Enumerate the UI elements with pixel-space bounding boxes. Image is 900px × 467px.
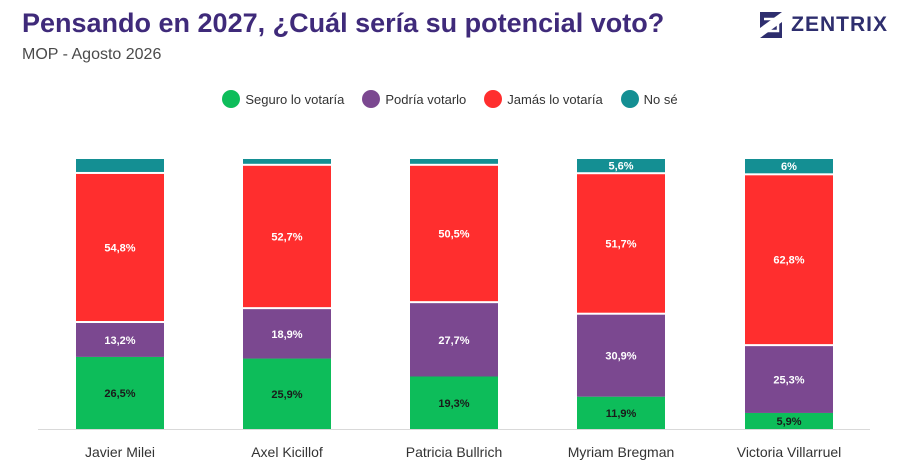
data-label-2-0: 54,8%	[104, 242, 135, 254]
data-label-0-4: 5,9%	[776, 416, 801, 428]
brand-name: ZENTRIX	[791, 13, 888, 36]
bar-segment-0-4	[745, 412, 833, 429]
legend-label-podria: Podría votarlo	[385, 91, 467, 107]
data-label-2-4: 62,8%	[773, 255, 804, 267]
data-label-2-2: 50,5%	[438, 228, 469, 240]
data-label-0-0: 26,5%	[104, 388, 135, 400]
bar-segment-2-3	[577, 174, 665, 313]
data-label-1-3: 30,9%	[605, 351, 636, 363]
bar-segment-2-2	[410, 165, 498, 302]
data-label-2-1: 52,7%	[271, 231, 302, 243]
legend-swatch-jamas	[484, 90, 503, 108]
bar-segment-0-1	[243, 358, 331, 429]
category-label-2: Patricia Bullrich	[406, 444, 502, 460]
data-label-3-4: 6%	[781, 161, 797, 173]
bar-segment-2-4	[745, 175, 833, 345]
bar-segment-3-3	[577, 159, 665, 173]
legend-label-seguro: Seguro lo votaría	[245, 91, 345, 107]
bar-segment-0-3	[577, 396, 665, 429]
bar-segment-1-0	[76, 323, 164, 357]
legend-item-podria: Podría votarlo	[362, 90, 466, 108]
legend-item-jamas: Jamás lo votaría	[484, 90, 603, 108]
data-label-1-0: 13,2%	[104, 335, 135, 347]
legend-swatch-podria	[362, 90, 381, 108]
bar-segment-0-0	[76, 356, 164, 429]
data-label-1-1: 18,9%	[271, 329, 302, 341]
bar-segment-1-2	[410, 303, 498, 377]
data-label-2-3: 51,7%	[605, 238, 636, 250]
data-label-1-4: 25,3%	[773, 375, 804, 387]
legend-label-jamas: Jamás lo votaría	[507, 91, 603, 107]
data-label-0-2: 19,3%	[438, 398, 469, 410]
bar-segment-1-1	[243, 309, 331, 359]
chart-title: Pensando en 2027, ¿Cuál sería su potenci…	[22, 8, 665, 38]
data-label-0-3: 11,9%	[606, 408, 637, 420]
category-label-4: Victoria Villarruel	[737, 444, 842, 460]
legend-swatch-seguro	[222, 90, 241, 108]
legend-item-seguro: Seguro lo votaría	[222, 90, 344, 108]
bar-segment-3-0	[76, 159, 164, 172]
data-label-0-1: 25,9%	[271, 389, 302, 401]
legend-swatch-nose	[620, 90, 639, 108]
bar-segment-1-3	[577, 314, 665, 397]
category-label-0: Javier Milei	[85, 444, 155, 460]
bar-segment-3-2	[410, 159, 498, 164]
category-label-1: Axel Kicillof	[251, 444, 323, 460]
bar-segment-3-4	[745, 159, 833, 174]
chart-subtitle: MOP - Agosto 2026	[22, 46, 162, 63]
bar-segment-0-2	[410, 376, 498, 429]
bar-segment-3-1	[243, 159, 331, 164]
zentrix-logo-icon	[760, 12, 783, 38]
bar-segment-1-4	[745, 346, 833, 413]
category-label-3: Myriam Bregman	[568, 444, 675, 460]
chart-legend: Seguro lo votaría Podría votarlo Jamás l…	[0, 90, 900, 108]
bar-segment-2-1	[243, 165, 331, 308]
data-label-3-3: 5,6%	[608, 161, 633, 173]
legend-label-nose: No sé	[643, 91, 678, 107]
legend-item-nose: No sé	[620, 90, 678, 108]
brand-logo: ZENTRIX	[757, 10, 888, 40]
bar-segment-2-0	[76, 173, 164, 322]
data-label-1-2: 27,7%	[438, 335, 469, 347]
